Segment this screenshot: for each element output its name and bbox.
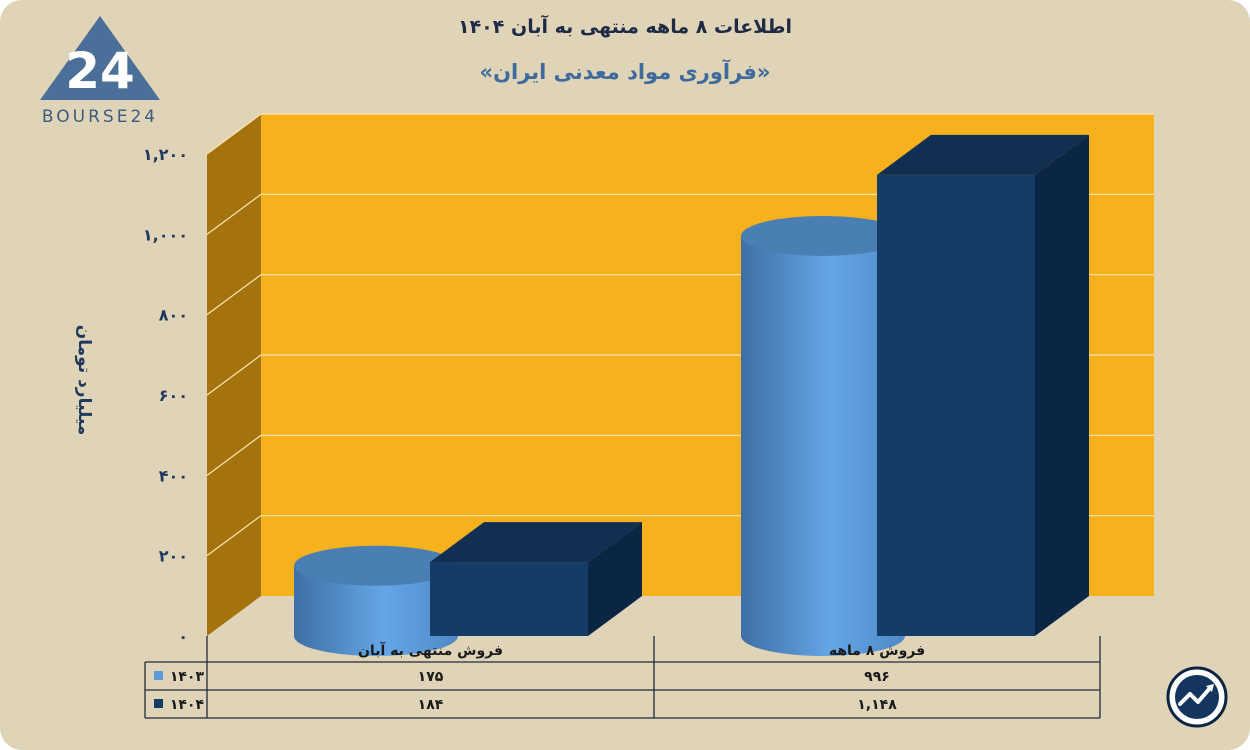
logo-triangle [40, 16, 160, 100]
cylinder-top [294, 545, 458, 586]
y-tick-label: ۸۰۰ [159, 306, 188, 325]
cylinder-body [294, 565, 458, 656]
y-tick-label: ۲۰۰ [159, 547, 188, 566]
box-top [877, 134, 1089, 175]
y-tick-label: ۱,۰۰۰ [143, 225, 188, 244]
cylinder-body [741, 235, 905, 656]
y-tick-label: ۴۰۰ [159, 466, 188, 485]
bourse24-logo: 24 BOURSE24 [40, 16, 160, 127]
box-front [430, 562, 588, 636]
y-tick-label: ۱,۲۰۰ [143, 145, 188, 164]
y-tick-label: ۰ [178, 627, 188, 646]
y-tick-label: ۶۰۰ [159, 386, 188, 405]
data-label: ۱,۱۴۸ [857, 697, 897, 713]
trend-chart-icon[interactable] [1166, 666, 1228, 728]
chart-title: اطلاعات ۸ ماهه منتهی به آبان ۱۴۰۴ [457, 16, 793, 38]
legend-label: ۱۴۰۴ [170, 697, 205, 713]
data-label: ۱۷۵ [418, 669, 444, 685]
logo-mark: 24 [65, 42, 135, 100]
bar-۱۴۰۴ [877, 134, 1089, 637]
chart-subtitle: «فرآوری مواد معدنی ایران» [479, 60, 771, 84]
box-side [1035, 134, 1089, 637]
legend-swatch [154, 699, 163, 708]
x-tick-label: فروش منتهی به آبان [358, 641, 503, 659]
x-tick-label: فروش ۸ ماهه [829, 643, 925, 659]
gridline [206, 113, 1154, 155]
data-label: ۹۹۶ [864, 669, 890, 685]
gridline [206, 193, 1154, 235]
box-side [588, 522, 642, 636]
bar-۱۴۰۳ [294, 545, 458, 656]
cylinder-top [741, 215, 905, 256]
legend-label: ۱۴۰۳ [170, 669, 205, 685]
legend-swatch [154, 671, 163, 680]
data-label: ۱۸۴ [418, 697, 444, 713]
bar-۱۴۰۴ [430, 522, 642, 636]
bar-۱۴۰۳ [741, 215, 905, 656]
box-top [430, 522, 642, 563]
logo-wordmark: BOURSE24 [42, 107, 158, 127]
box-front [877, 174, 1035, 637]
